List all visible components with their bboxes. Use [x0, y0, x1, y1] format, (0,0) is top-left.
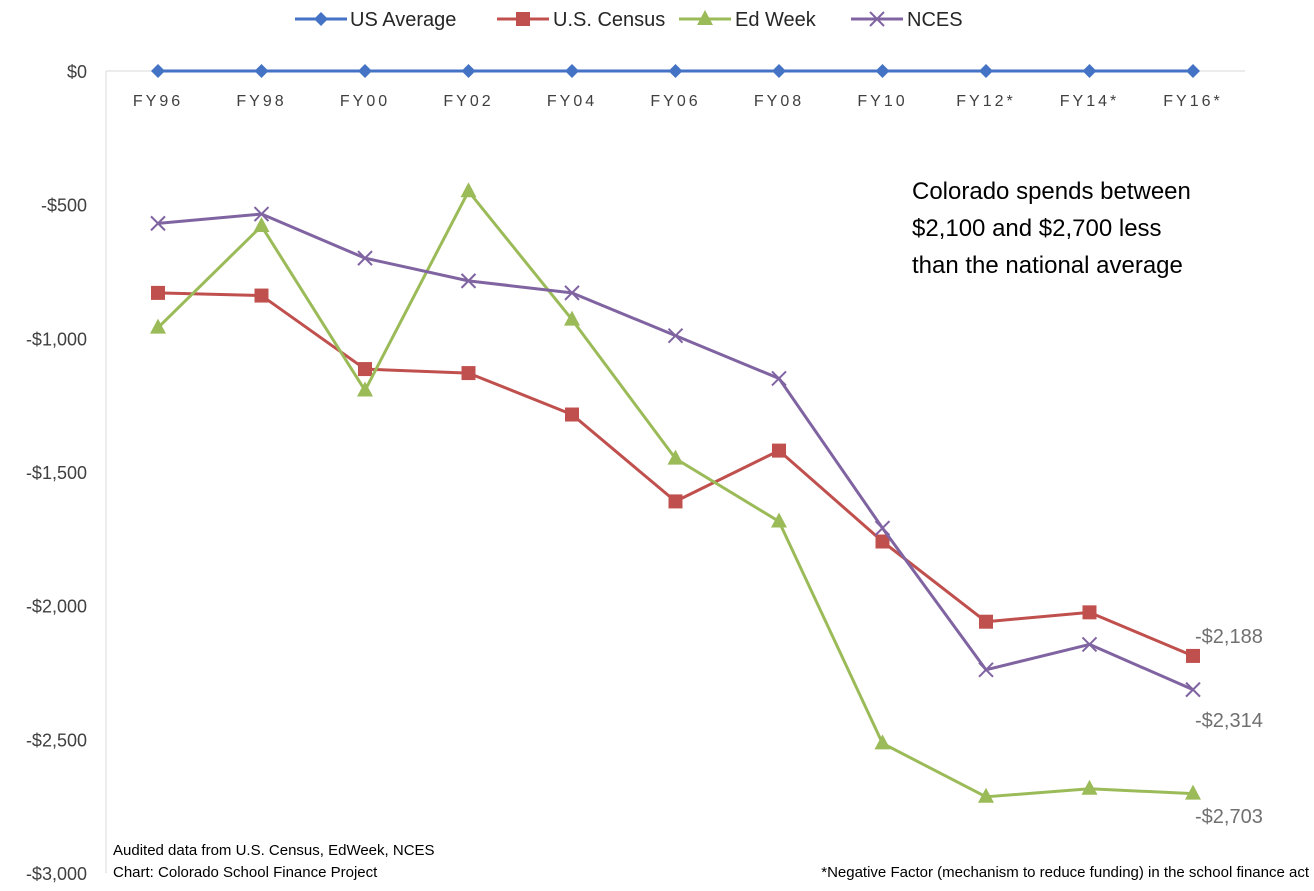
annotation-line-1: Colorado spends between [912, 178, 1191, 205]
data-point-ed-week [874, 734, 891, 750]
x-tick-label: FY06 [650, 93, 700, 110]
x-tick-label: FY96 [133, 93, 183, 110]
series-us-average [151, 64, 1200, 78]
data-point-ed-week [667, 449, 684, 465]
series-nces [150, 206, 1201, 698]
data-point-u-s-census [979, 614, 993, 629]
data-point-us-average [979, 64, 993, 78]
y-tick-label: -$1,000 [26, 329, 87, 349]
data-point-u-s-census [875, 534, 890, 549]
end-label-census: -$2,188 [1195, 626, 1263, 648]
source-note-line-1: Audited data from U.S. Census, EdWeek, N… [113, 842, 435, 859]
data-point-nces [1081, 636, 1098, 653]
legend-item-u-s-census: U.S. Census [497, 9, 665, 31]
data-point-nces [978, 662, 994, 678]
data-point-ed-week [564, 310, 580, 326]
data-point-nces [564, 285, 580, 301]
data-point-us-average [461, 64, 476, 78]
y-tick-label: $0 [67, 62, 87, 82]
x-tick-label: FY02 [443, 93, 493, 110]
legend-label: U.S. Census [553, 9, 665, 31]
data-point-u-s-census [772, 443, 786, 458]
x-tick-label: FY16* [1163, 93, 1222, 110]
data-point-u-s-census [668, 494, 683, 509]
data-point-us-average [668, 64, 683, 78]
data-point-us-average [1082, 64, 1097, 78]
data-point-nces [1185, 681, 1201, 698]
data-point-us-average [358, 64, 372, 78]
x-axis: FY96 FY98 FY00 FY02 FY04 FY06 FY08 FY10 FY12* FY1… [106, 70, 1245, 110]
data-point-us-average [1186, 64, 1200, 78]
data-point-ed-week [978, 787, 994, 803]
legend-label: NCES [907, 9, 963, 31]
y-tick-label: -$3,000 [26, 864, 87, 884]
labels-layer: Colorado spends between $2,100 and $2,70… [113, 178, 1310, 881]
y-axis: $0 -$500 -$1,000 -$1,500 -$2,000 -$2,500 -$3,0… [26, 62, 107, 884]
data-point-us-average [254, 64, 269, 78]
x-tick-label: FY08 [754, 93, 804, 110]
legend-marker-nces [869, 11, 885, 27]
data-point-nces [150, 215, 166, 232]
x-tick-label: FY00 [340, 93, 390, 110]
data-point-nces [253, 206, 270, 222]
y-tick-label: -$2,500 [26, 730, 87, 750]
legend-label: US Average [350, 9, 456, 31]
data-point-us-average [772, 64, 786, 78]
data-point-nces [357, 250, 373, 266]
x-tick-label: FY10 [857, 93, 907, 110]
data-point-ed-week [1081, 779, 1098, 795]
source-note-line-2: Chart: Colorado School Finance Project [113, 864, 378, 881]
data-point-u-s-census [461, 366, 476, 381]
x-tick-label: FY14* [1060, 93, 1119, 110]
y-tick-label: -$2,000 [26, 597, 87, 617]
data-point-nces [771, 370, 787, 387]
x-tick-label: FY12* [956, 93, 1015, 110]
data-point-u-s-census [1186, 648, 1200, 663]
end-label-edweek: -$2,703 [1195, 806, 1263, 828]
series-layer [150, 64, 1201, 803]
data-point-us-average [151, 64, 165, 78]
legend-marker-us-average [314, 12, 328, 26]
legend-item-nces: NCES [851, 9, 963, 31]
series-ed-week [150, 182, 1201, 803]
data-point-us-average [565, 64, 579, 78]
legend-item-ed-week: Ed Week [679, 9, 817, 31]
x-tick-label: FY98 [236, 93, 286, 110]
x-tick-label: FY04 [547, 93, 597, 110]
y-tick-label: -$1,500 [26, 463, 87, 483]
data-point-ed-week [253, 217, 270, 233]
legend-marker-ed-week [697, 10, 713, 25]
data-point-u-s-census [565, 407, 579, 422]
data-point-nces [667, 327, 684, 344]
data-point-ed-week [150, 318, 166, 334]
legend-label: Ed Week [735, 9, 817, 31]
annotation-line-3: than the national average [912, 252, 1183, 279]
legend-item-us-average: US Average [295, 9, 456, 31]
series-line-ed-week [156, 189, 1194, 799]
data-point-nces [874, 520, 891, 536]
data-point-u-s-census [358, 362, 372, 377]
data-point-ed-week [460, 182, 477, 198]
legend-marker-u-s-census [516, 12, 530, 26]
footnote: *Negative Factor (mechanism to reduce fu… [821, 864, 1310, 881]
data-point-u-s-census [1082, 605, 1097, 620]
series-u-s-census [151, 285, 1200, 663]
data-point-ed-week [357, 381, 373, 397]
data-point-us-average [875, 64, 890, 78]
legend: US Average U.S. Census Ed Week NCES [295, 9, 963, 31]
data-point-ed-week [1185, 784, 1201, 800]
data-point-nces [460, 273, 477, 289]
data-point-u-s-census [151, 285, 165, 300]
end-label-nces: -$2,314 [1195, 710, 1263, 732]
data-point-u-s-census [254, 288, 269, 303]
annotation-line-2: $2,100 and $2,700 less [912, 215, 1162, 242]
y-tick-label: -$500 [41, 196, 87, 216]
series-line-u-s-census [157, 291, 1194, 658]
data-point-ed-week [771, 512, 787, 528]
